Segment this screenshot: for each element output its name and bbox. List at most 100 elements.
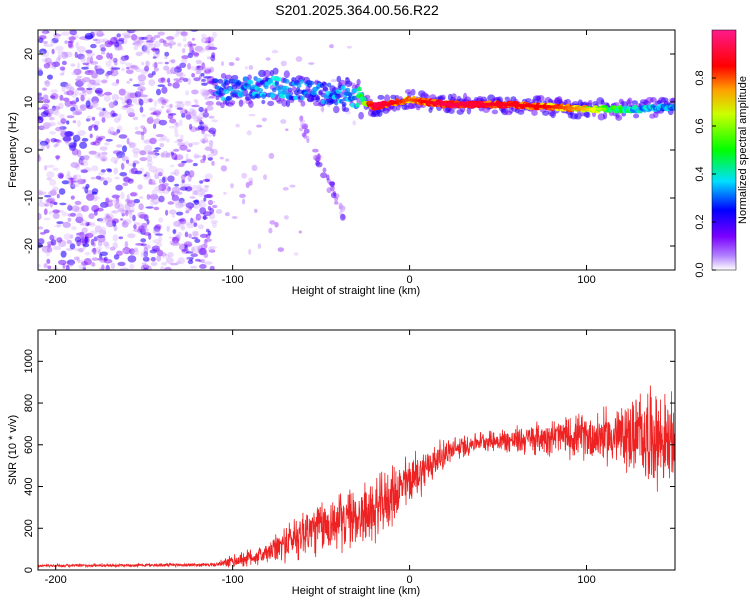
ridge-halo	[670, 97, 675, 105]
noise-blob	[182, 37, 187, 42]
noise-blob	[148, 151, 157, 155]
noise-blob	[248, 65, 254, 70]
spectrogram-y-label: Frequency (Hz)	[7, 112, 19, 188]
noise-blob	[175, 122, 180, 128]
noise-blob	[125, 209, 135, 213]
noise-blob	[51, 105, 57, 112]
snr-frame	[37, 329, 676, 571]
streak-blob	[299, 119, 306, 123]
noise-blob	[174, 199, 179, 205]
noise-blob	[210, 220, 218, 224]
noise-blob	[66, 115, 75, 119]
ridge-blob	[307, 97, 314, 103]
noise-blob	[152, 110, 162, 116]
noise-blob	[62, 221, 71, 228]
streak-blob	[334, 201, 339, 205]
noise-blob	[61, 60, 67, 66]
noise-blob	[65, 83, 71, 89]
ridge-core	[591, 107, 597, 111]
noise-blob	[94, 65, 101, 70]
noise-blob	[74, 206, 83, 213]
spectrogram-y-ticks: -20 -10 0 10 20	[23, 48, 675, 254]
noise-blob	[139, 214, 147, 219]
noise-blob	[181, 179, 185, 184]
noise-blob	[91, 191, 98, 195]
noise-blob	[129, 65, 137, 68]
noise-blob	[177, 142, 185, 147]
ridge-blob	[672, 106, 675, 111]
noise-blob	[200, 200, 205, 203]
noise-blob	[179, 108, 188, 115]
noise-blob	[119, 60, 126, 65]
noise-blob	[45, 123, 54, 127]
noise-blob	[202, 111, 209, 118]
noise-blob	[52, 209, 60, 214]
noise-blob	[147, 98, 154, 103]
noise-blob	[202, 178, 210, 182]
noise-blob	[69, 37, 74, 45]
noise-blob	[140, 131, 145, 136]
noise-blob	[170, 59, 176, 64]
noise-blob	[48, 116, 56, 121]
noise-blob	[78, 92, 87, 97]
noise-blob	[199, 138, 209, 143]
noise-blob	[67, 36, 76, 41]
noise-blob	[141, 36, 148, 40]
noise-blob	[142, 127, 147, 135]
noise-blob	[181, 58, 188, 64]
noise-blob	[64, 100, 74, 107]
noise-blob	[44, 44, 54, 47]
noise-blob	[191, 230, 200, 237]
noise-blob	[51, 61, 61, 68]
noise-blob	[248, 113, 256, 117]
noise-blob	[204, 40, 211, 44]
noise-blob	[141, 114, 146, 118]
noise-blob	[173, 148, 180, 152]
noise-blob	[57, 174, 63, 179]
noise-blob	[127, 178, 134, 184]
ridge-blob	[257, 88, 264, 93]
noise-blob	[251, 164, 258, 172]
ridge-blob	[355, 102, 360, 108]
noise-blob	[228, 62, 235, 66]
noise-blob	[143, 174, 147, 177]
noise-blob	[90, 248, 100, 255]
noise-blob	[76, 212, 83, 220]
noise-blob	[130, 64, 138, 69]
noise-blob	[76, 149, 82, 157]
noise-blob	[206, 56, 212, 60]
noise-blob	[190, 253, 198, 258]
noise-blob	[112, 57, 118, 63]
ridge-blob	[360, 96, 367, 102]
noise-blob	[67, 213, 73, 217]
noise-blob	[106, 70, 113, 76]
ridge-blob	[242, 76, 248, 82]
noise-blob	[158, 195, 165, 203]
streak-blob	[330, 185, 335, 192]
noise-blob	[123, 34, 132, 39]
noise-blob	[100, 169, 106, 173]
noise-blob	[111, 82, 119, 87]
ridge-blob	[275, 76, 282, 82]
noise-blob	[53, 245, 62, 251]
noise-blob	[193, 52, 200, 56]
noise-blob	[174, 33, 179, 38]
noise-blob	[221, 61, 224, 67]
streak-blob	[315, 160, 320, 166]
noise-blob	[68, 180, 74, 186]
noise-blob	[196, 186, 203, 192]
noise-blob	[161, 105, 165, 109]
noise-blob	[206, 134, 213, 137]
streak-blob	[305, 135, 310, 141]
noise-blob	[160, 135, 168, 140]
noise-blob	[179, 144, 188, 151]
noise-blob	[139, 106, 144, 113]
noise-blob	[148, 42, 154, 46]
noise-blob	[138, 98, 144, 106]
noise-blob	[78, 264, 85, 270]
noise-blob	[149, 137, 157, 144]
noise-blob	[134, 130, 143, 135]
noise-blob	[159, 96, 165, 103]
noise-blob	[176, 138, 184, 142]
ridge-blob	[296, 83, 302, 88]
